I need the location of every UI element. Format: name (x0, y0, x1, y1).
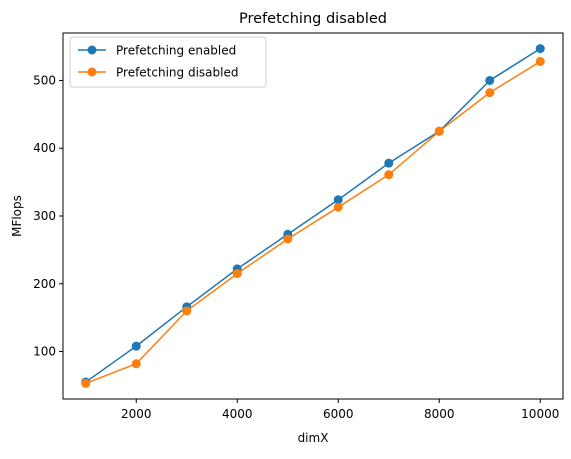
data-point (485, 88, 495, 98)
chart-title: Prefetching disabled (239, 11, 387, 27)
series-line-1 (85, 60, 541, 385)
legend-marker-disabled (87, 67, 97, 77)
data-point (434, 126, 444, 136)
legend-entry-disabled: Prefetching disabled (78, 66, 238, 80)
legend-marker-enabled (87, 45, 97, 55)
data-point (384, 158, 394, 168)
series-line-0 (85, 47, 541, 383)
legend: Prefetching enabled Prefetching disabled (69, 36, 267, 88)
y-tick-label: 300 (33, 209, 56, 223)
y-tick-label: 100 (33, 345, 56, 359)
x-axis-label: dimX (298, 431, 329, 445)
data-point (131, 359, 141, 369)
y-tick-label: 200 (33, 277, 56, 291)
data-point (535, 56, 545, 66)
data-point (333, 195, 343, 205)
plot-area (81, 44, 545, 388)
y-tick-label: 500 (33, 73, 56, 87)
axes: 2000 4000 6000 8000 10000 100 200 300 400 500 (33, 73, 559, 421)
data-point (131, 341, 141, 351)
data-point (384, 170, 394, 180)
x-tick-label: 6000 (323, 407, 354, 421)
x-tick-label: 2000 (121, 407, 152, 421)
legend-label-enabled: Prefetching enabled (116, 44, 236, 58)
data-point (485, 75, 495, 85)
data-point (283, 234, 293, 244)
data-point (81, 378, 91, 388)
x-tick-label: 4000 (222, 407, 253, 421)
data-point (232, 269, 242, 279)
data-point (333, 202, 343, 212)
x-tick-label: 10000 (521, 407, 559, 421)
x-tick-label: 8000 (424, 407, 455, 421)
legend-label-disabled: Prefetching disabled (116, 66, 238, 80)
data-point (182, 306, 192, 316)
data-point (535, 44, 545, 54)
axes-frame (62, 32, 564, 400)
legend-entry-enabled: Prefetching enabled (78, 44, 236, 58)
legend-frame (69, 36, 267, 88)
y-tick-label: 400 (33, 141, 56, 155)
y-axis-label: MFlops (10, 195, 24, 237)
